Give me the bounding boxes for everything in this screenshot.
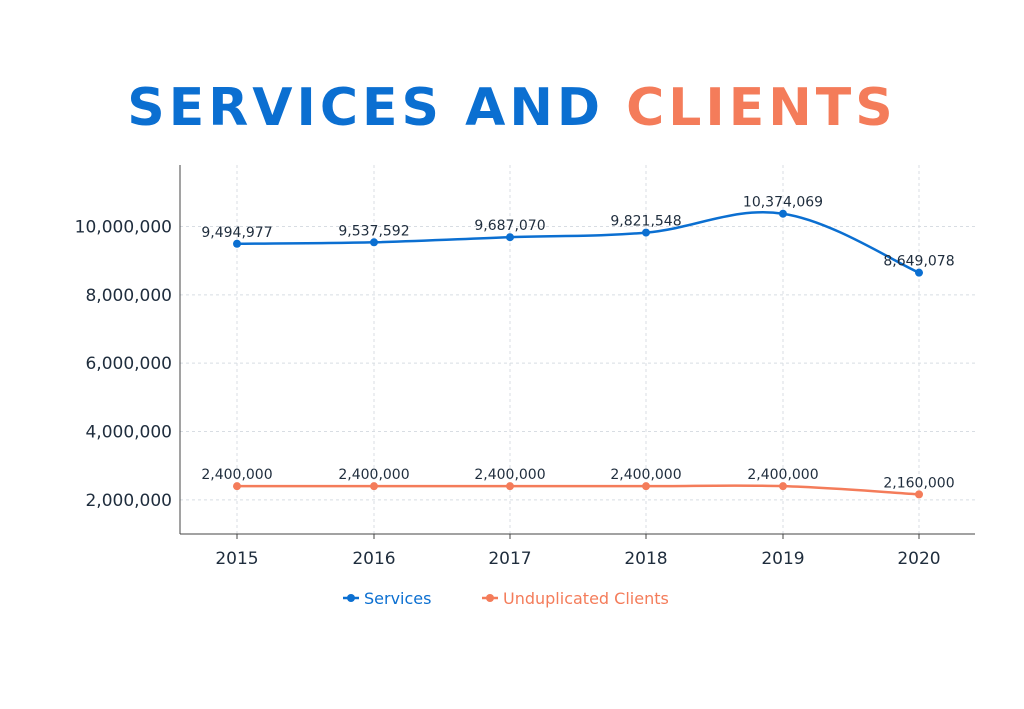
legend-marker bbox=[347, 594, 355, 602]
clients-point bbox=[370, 482, 378, 491]
y-tick-label: 2,000,000 bbox=[85, 491, 172, 511]
data-labels: 9,494,977 9,537,592 9,687,070 9,821,548 10,3… bbox=[201, 195, 954, 492]
services-point bbox=[233, 239, 241, 248]
x-tick-label: 2018 bbox=[624, 549, 667, 569]
services-data-label: 9,687,070 bbox=[474, 218, 545, 234]
clients-point bbox=[642, 482, 650, 491]
series-points bbox=[233, 209, 923, 499]
title-part-2: CLIENTS bbox=[626, 78, 897, 138]
services-point bbox=[370, 238, 378, 247]
clients-data-label: 2,400,000 bbox=[338, 467, 409, 483]
legend-label: Services bbox=[364, 589, 431, 608]
clients-point bbox=[233, 482, 241, 491]
y-tick-label: 8,000,000 bbox=[85, 286, 172, 306]
grid bbox=[180, 165, 975, 534]
services-point bbox=[779, 209, 787, 218]
clients-point bbox=[915, 490, 923, 499]
services-point bbox=[506, 233, 514, 242]
legend-clients: Unduplicated Clients bbox=[482, 589, 669, 608]
clients-data-label: 2,400,000 bbox=[474, 467, 545, 483]
services-data-label: 9,821,548 bbox=[610, 214, 681, 230]
clients-data-label: 2,400,000 bbox=[201, 467, 272, 483]
chart-title: SERVICES AND CLIENTS bbox=[0, 78, 1024, 138]
services-point bbox=[915, 268, 923, 277]
services-data-label: 10,374,069 bbox=[743, 195, 823, 211]
x-tick-label: 2020 bbox=[897, 549, 940, 569]
axes bbox=[179, 165, 975, 535]
legend-label: Unduplicated Clients bbox=[503, 589, 669, 608]
clients-line bbox=[237, 484, 920, 496]
clients-data-label: 2,160,000 bbox=[883, 475, 954, 491]
x-tick-label: 2017 bbox=[488, 549, 531, 569]
x-tick-label: 2019 bbox=[761, 549, 804, 569]
y-tick-label: 4,000,000 bbox=[85, 423, 172, 443]
title-part-1: SERVICES AND bbox=[127, 78, 627, 138]
clients-data-label: 2,400,000 bbox=[747, 467, 818, 483]
legend: Services Unduplicated Clients bbox=[343, 589, 669, 608]
clients-point bbox=[779, 482, 787, 491]
services-data-label: 9,537,592 bbox=[338, 223, 409, 239]
services-data-label: 8,649,078 bbox=[883, 254, 954, 270]
clients-data-label: 2,400,000 bbox=[610, 467, 681, 483]
y-tick-label: 10,000,000 bbox=[75, 218, 172, 238]
services-line bbox=[236, 211, 920, 274]
series-lines bbox=[236, 211, 920, 496]
services-point bbox=[642, 228, 650, 237]
clients-point bbox=[506, 482, 514, 491]
x-tick-label: 2015 bbox=[215, 549, 258, 569]
y-axis-ticks: 2,000,000 4,000,000 6,000,000 8,000,000 10,0… bbox=[75, 218, 172, 511]
legend-marker bbox=[486, 594, 494, 602]
x-axis-ticks: 2015 2016 2017 2018 2019 2020 bbox=[215, 534, 941, 569]
legend-services: Services bbox=[343, 589, 431, 608]
x-tick-label: 2016 bbox=[352, 549, 395, 569]
y-tick-label: 6,000,000 bbox=[85, 354, 172, 374]
services-data-label: 9,494,977 bbox=[201, 225, 272, 241]
